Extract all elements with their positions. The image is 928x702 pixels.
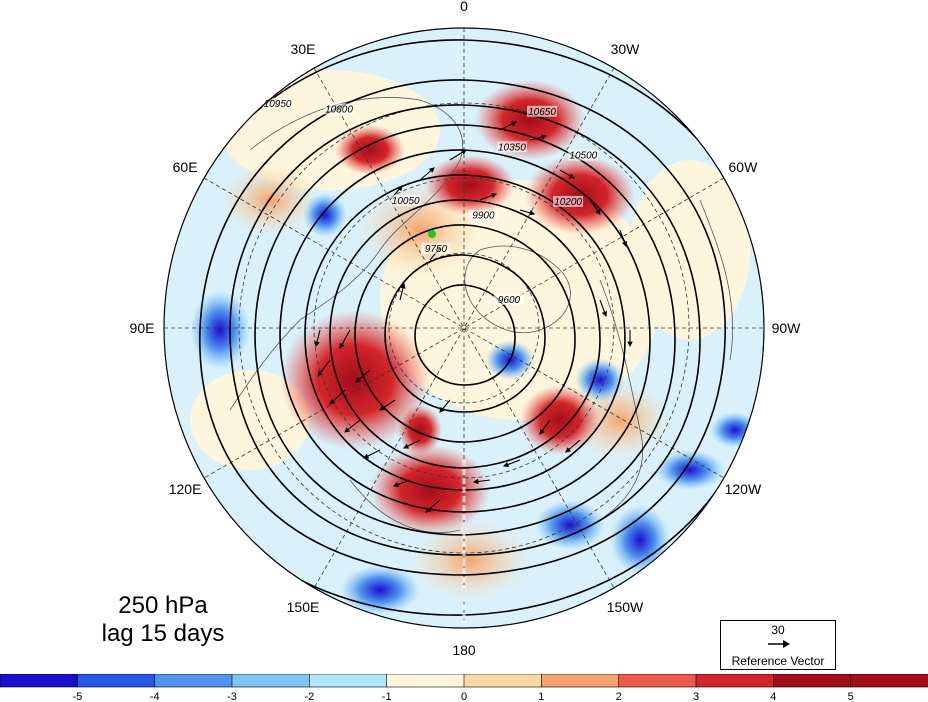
colorbar-ticks: -5 -4 -3 -2 -1 0 1 2 3 4 5 [72,691,853,702]
colorbar-tick-label: 0 [461,691,467,702]
longitude-label: 60W [729,159,759,175]
panel-lag: lag 15 days [101,620,225,647]
colorbar-tick-label: -1 [382,691,392,702]
reference-vector-arrow-icon [768,640,790,648]
longitude-label: 0 [460,0,468,14]
colorbar-box [541,674,620,688]
colorbar-tick-label: -2 [304,691,314,702]
colorbar-box [850,674,928,688]
wind-vectors [314,121,633,513]
contour-label: 10500 [569,151,597,162]
graticule [164,28,764,628]
longitude-label: 150E [287,599,320,615]
colorbar-boxes [0,674,928,688]
colorbar-box [309,674,388,688]
contour-labels: 10950 10800 10650 10500 10350 10200 10050 9900 9… [262,97,599,306]
longitude-label: 30E [291,41,316,57]
colorbar-tick-label: 1 [538,691,544,702]
colorbar-box [773,674,852,688]
colorbar-box [695,674,775,688]
longitude-labels: 0 30W 60W 90W 120W 150W 180 150E 120E 90E 60E 30E [130,0,802,658]
longitude-label: 120E [169,481,202,497]
contour-label: 10950 [264,99,292,110]
panel-label: 250 hPa lag 15 days [78,592,248,648]
longitude-label: 30W [611,41,641,57]
contour-label: 10350 [498,142,526,153]
contour-label: 10200 [554,197,582,208]
contour-label: 10800 [325,105,353,116]
colorbar-box [618,674,697,688]
colorbar-tick-label: -5 [72,691,82,702]
colorbar-tick-label: 3 [693,691,699,702]
location-marker [428,230,436,238]
contour-label: 10050 [392,196,420,207]
colorbar-box [463,674,543,688]
colorbar-tick-label: -4 [150,691,160,702]
longitude-label: 90E [130,320,155,336]
colorbar-tick-label: 2 [616,691,622,702]
reference-vector-magnitude: 30 [771,623,785,637]
longitude-label: 90W [772,320,802,336]
colorbar-tick-label: 5 [848,691,854,702]
colorbar: -5 -4 -3 -2 -1 0 1 2 3 4 5 [0,674,928,702]
contour-label: 9900 [472,211,495,222]
longitude-label: 120W [725,481,762,497]
reference-vector-box: 30 Reference Vector [720,620,836,670]
contour-label: 9600 [498,295,521,306]
contour-label: 9750 [425,244,448,255]
panel-level: 250 hPa [118,592,208,619]
longitude-label: 180 [452,642,476,658]
colorbar-box [77,674,156,688]
colorbar-box [231,674,311,688]
map-boundary [163,27,765,629]
longitude-label: 150W [607,599,644,615]
colorbar-tick-label: -3 [227,691,237,702]
colorbar-box [154,674,233,688]
coastlines [229,97,733,533]
contour-label: 10650 [528,107,556,118]
longitude-label: 60E [173,159,198,175]
colorbar-tick-label: 4 [770,691,776,702]
colorbar-box [386,674,465,688]
reference-vector-caption: Reference Vector [731,654,825,668]
colorbar-box [0,674,79,688]
